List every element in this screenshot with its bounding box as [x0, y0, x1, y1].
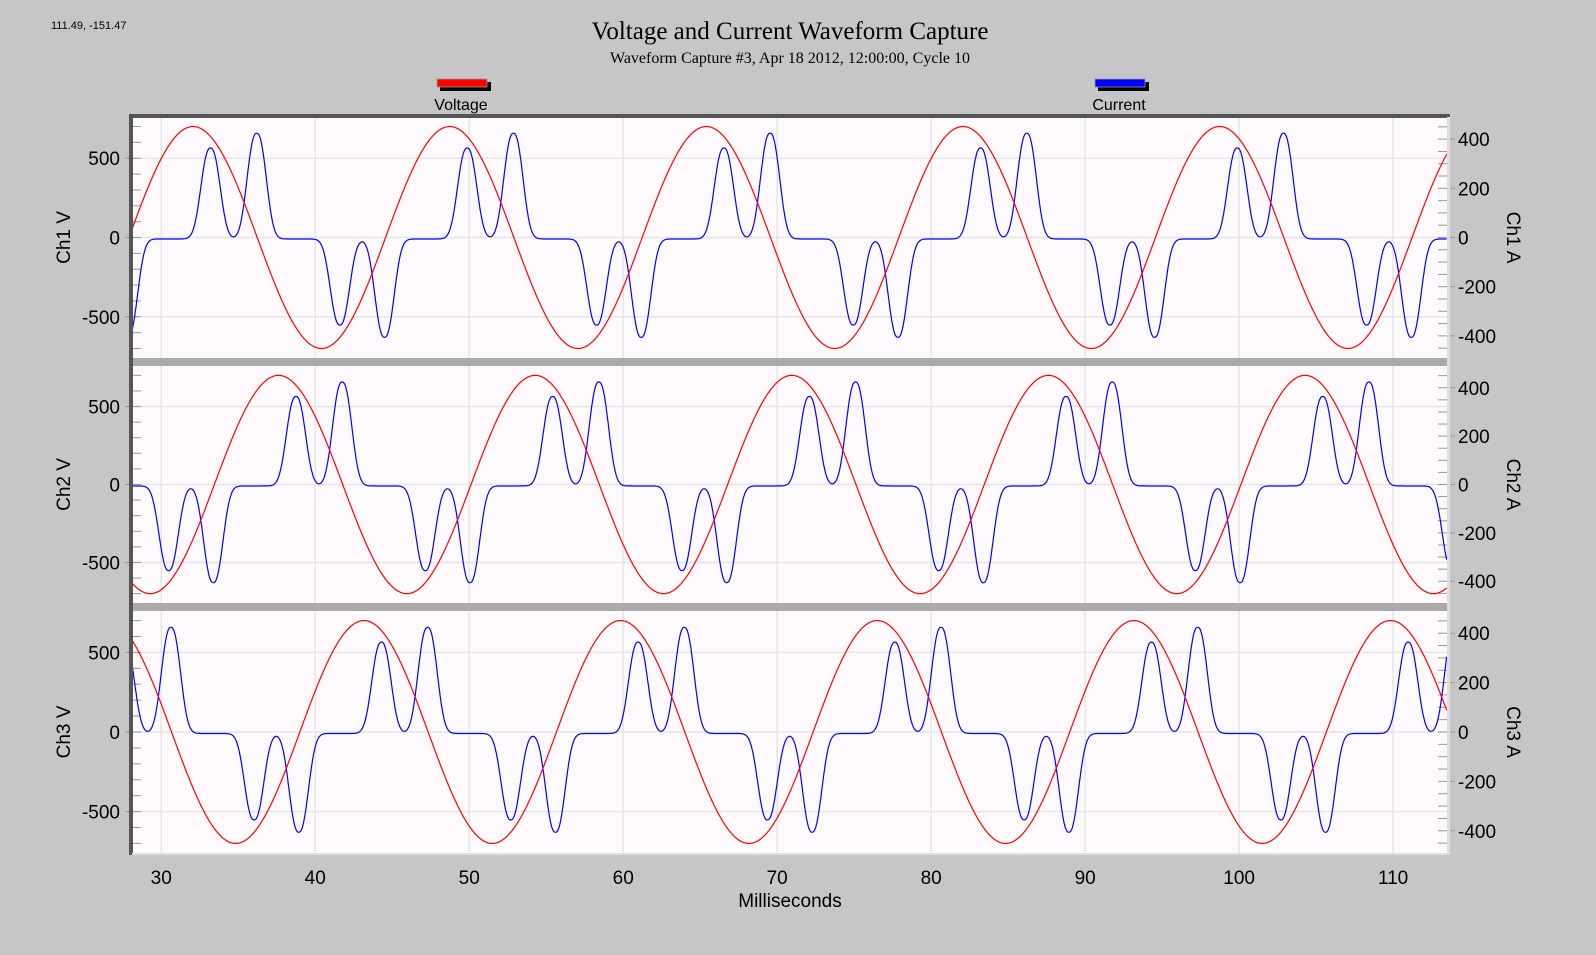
- legend-voltage-label: Voltage: [434, 97, 487, 114]
- voltage-series-line: [131, 620, 1448, 844]
- left-tick-label: 0: [109, 229, 120, 250]
- left-tick-label: 500: [88, 398, 120, 419]
- legend-current-swatch: [1094, 78, 1146, 88]
- x-axis-label: Milliseconds: [738, 891, 841, 912]
- left-tick-label: -500: [82, 308, 120, 329]
- right-tick-label: -400: [1458, 327, 1496, 348]
- left-axis-label: Ch3 V: [54, 705, 75, 758]
- panel-2: 500 0 -500 400 200 0 -200 -400 Ch2 V Ch2 A: [54, 366, 1523, 603]
- left-tick-label: -500: [82, 803, 120, 824]
- legend-current-label: Current: [1092, 97, 1146, 114]
- frame-bottom-border: [132, 853, 1450, 855]
- voltage-series-line: [131, 125, 1448, 350]
- x-tick-label: 70: [767, 868, 788, 889]
- right-tick-label: 400: [1458, 379, 1490, 400]
- frame-right-border: [1447, 117, 1450, 855]
- right-tick-label: -200: [1458, 278, 1496, 299]
- panel-1: 500 0 -500 400 200 0 -200 -400 Ch1 V Ch1 A: [54, 117, 1523, 358]
- panel-3: 500 0 -500 400 200 0 -200 -400 Ch3 V Ch3 A: [54, 611, 1523, 853]
- panel-separator: [132, 603, 1447, 611]
- right-tick-label: -200: [1458, 524, 1496, 545]
- x-tick-label: 60: [613, 868, 634, 889]
- left-tick-label: 0: [109, 723, 120, 744]
- frame-top-border: [129, 114, 1450, 118]
- chart-title: Voltage and Current Waveform Capture: [592, 18, 989, 45]
- x-tick-label: 40: [305, 868, 326, 889]
- left-tick-label: 500: [88, 149, 120, 170]
- x-tick-label: 90: [1075, 868, 1096, 889]
- legend-voltage-swatch: [436, 78, 488, 88]
- x-tick-label: 100: [1223, 868, 1255, 889]
- legend: Voltage Current: [434, 78, 1149, 114]
- right-tick-label: 200: [1458, 179, 1490, 200]
- panel-separator: [132, 358, 1447, 366]
- current-series-line: [131, 132, 1447, 338]
- voltage-series-line: [131, 374, 1448, 595]
- right-tick-label: 200: [1458, 674, 1490, 695]
- right-tick-label: 0: [1458, 476, 1469, 497]
- right-axis-label: Ch2 A: [1502, 459, 1523, 511]
- right-tick-label: 400: [1458, 624, 1490, 645]
- x-tick-label: 30: [151, 868, 172, 889]
- right-tick-label: 400: [1458, 130, 1490, 151]
- x-tick-label: 80: [921, 868, 942, 889]
- left-axis-label: Ch1 V: [54, 211, 75, 264]
- current-series-line: [131, 626, 1448, 833]
- right-tick-label: 0: [1458, 229, 1469, 250]
- left-tick-label: 500: [88, 643, 120, 664]
- left-tick-label: -500: [82, 553, 120, 574]
- cursor-coordinate-readout: 111.49, -151.47: [51, 20, 127, 32]
- right-tick-label: -200: [1458, 772, 1496, 793]
- frame-left-border: [129, 114, 133, 855]
- right-axis-label: Ch1 A: [1502, 212, 1523, 264]
- right-tick-label: 200: [1458, 427, 1490, 448]
- right-tick-label: -400: [1458, 822, 1496, 843]
- plot-area[interactable]: 500 0 -500 400 200 0 -200 -400 Ch1 V Ch1 A 500 0 -50…: [54, 114, 1523, 855]
- right-tick-label: -400: [1458, 572, 1496, 593]
- legend-voltage[interactable]: Voltage: [434, 78, 491, 114]
- x-tick-label: 110: [1378, 868, 1408, 889]
- left-axis-label: Ch2 V: [54, 458, 75, 511]
- right-axis-label: Ch3 A: [1502, 706, 1523, 758]
- right-tick-label: 0: [1458, 723, 1469, 744]
- legend-current[interactable]: Current: [1092, 78, 1149, 114]
- chart-subtitle: Waveform Capture #3, Apr 18 2012, 12:00:…: [610, 50, 970, 67]
- x-axis: 30 40 50 60 70 80 90 100 110: [151, 868, 1409, 889]
- left-tick-label: 0: [109, 476, 120, 497]
- x-tick-label: 50: [459, 868, 480, 889]
